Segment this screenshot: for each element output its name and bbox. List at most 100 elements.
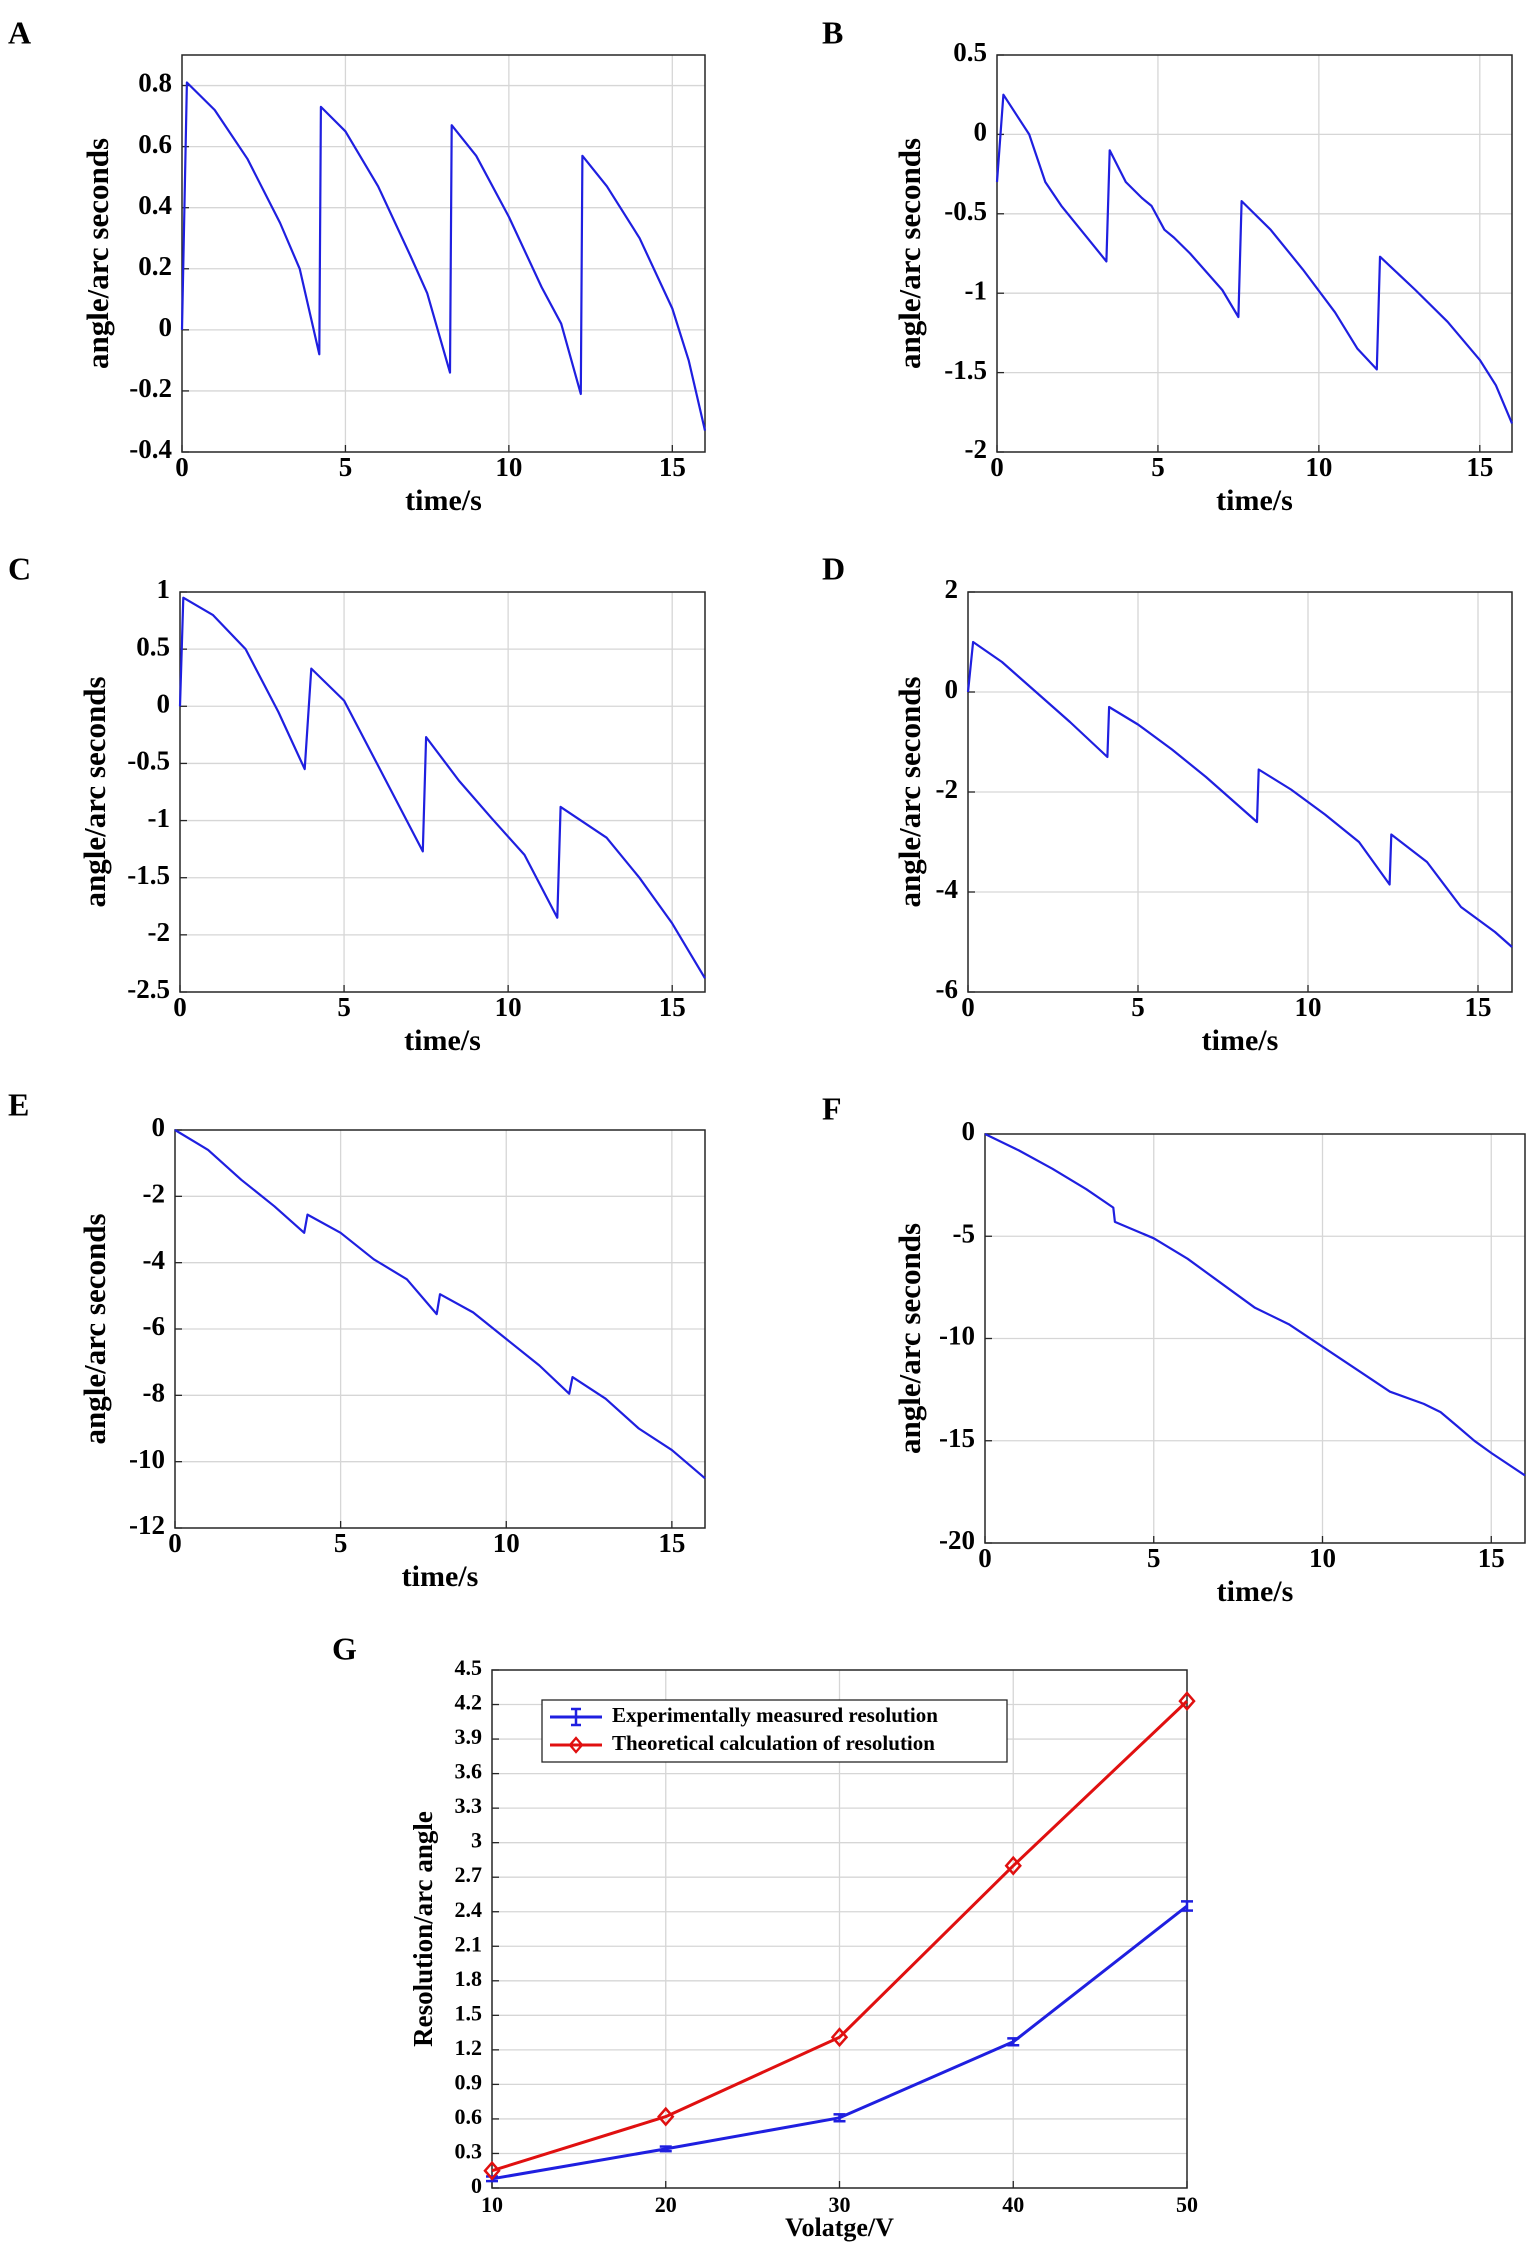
panel-letter: G <box>332 1630 357 1666</box>
plot-area <box>182 55 705 452</box>
y-tick-label: 1 <box>157 574 171 604</box>
plot-area <box>997 55 1512 452</box>
y-tick-label: 0.9 <box>455 2069 483 2094</box>
x-tick-label: 50 <box>1176 2192 1198 2217</box>
y-tick-label: -1.5 <box>944 355 987 385</box>
legend-marker <box>568 1736 584 1754</box>
x-tick-label: 10 <box>495 992 522 1022</box>
y-tick-label: 0 <box>157 688 171 718</box>
x-axis-label: time/s <box>1216 484 1293 517</box>
x-axis-label: time/s <box>404 1024 481 1057</box>
series-line-0 <box>966 640 1513 948</box>
y-tick-label: 2 <box>945 574 959 604</box>
x-tick-label: 5 <box>334 1528 348 1558</box>
y-tick-label: -6 <box>936 974 959 1004</box>
y-tick-label: 3.9 <box>455 1724 483 1749</box>
y-tick-label: 0 <box>152 1112 166 1142</box>
y-tick-label: 1.5 <box>455 2000 483 2025</box>
y-tick-label: 0 <box>945 674 959 704</box>
x-axis-label: time/s <box>1217 1575 1294 1608</box>
y-tick-label: -5 <box>953 1218 976 1248</box>
chart-panel-e: E 0 5 10 15 -12 -10 -8 -6 -4 -2 0 time/s angle/arc se… <box>8 1086 706 1593</box>
x-tick-label: 15 <box>658 1528 685 1558</box>
y-tick-label: -6 <box>143 1311 166 1341</box>
x-tick-label: 10 <box>1305 452 1332 482</box>
x-tick-label: 5 <box>339 452 353 482</box>
y-tick-label: 3 <box>471 1828 482 1853</box>
y-tick-label: -8 <box>143 1378 166 1408</box>
y-axis-label: angle/arc seconds <box>892 138 927 369</box>
legend-label: Experimentally measured resolution <box>612 1703 938 1727</box>
y-axis-label: angle/arc seconds <box>77 676 112 907</box>
chart-panel-d: D 0 5 10 15 -6 -4 -2 0 2 time/s angle/arc seconds <box>822 550 1513 1057</box>
y-tick-label: -10 <box>129 1444 165 1474</box>
x-axis-label: time/s <box>1202 1024 1279 1057</box>
y-tick-label: -2 <box>936 774 959 804</box>
x-tick-label: 30 <box>829 2192 851 2217</box>
data-point-errorbar <box>833 2113 846 2123</box>
y-tick-label: -0.4 <box>129 434 172 464</box>
y-tick-label: 0 <box>962 1116 976 1146</box>
y-tick-label: -4 <box>936 874 959 904</box>
data-point-diamond <box>657 2106 675 2127</box>
y-tick-label: -0.2 <box>129 373 172 403</box>
data-point-errorbar <box>1007 2037 1020 2047</box>
legend-box <box>541 1699 1008 1763</box>
data-point-diamond <box>1004 1855 1022 1876</box>
series-line-0 <box>180 81 707 431</box>
x-tick-label: 15 <box>659 992 686 1022</box>
chart-panel-g: G 10 20 30 40 50 0 0.3 0.6 0.9 1.2 1.5 1.8 2.1 2.4 2.7 3… <box>332 1630 1198 2242</box>
y-tick-label: 4.2 <box>455 1690 483 1715</box>
series-line-0 <box>984 1133 1526 1477</box>
x-tick-label: 10 <box>495 452 522 482</box>
y-tick-label: -2 <box>148 917 171 947</box>
y-tick-label: 0.4 <box>138 190 172 220</box>
x-tick-label: 5 <box>1147 1543 1161 1573</box>
y-axis-label: angle/arc seconds <box>77 1213 112 1444</box>
x-tick-label: 5 <box>1131 992 1145 1022</box>
x-tick-label: 0 <box>990 452 1004 482</box>
y-tick-label: 0 <box>974 117 988 147</box>
x-tick-label: 0 <box>173 992 187 1022</box>
y-tick-label: 2.4 <box>455 1897 483 1922</box>
y-tick-label: -2 <box>143 1179 166 1209</box>
x-axis-label: time/s <box>402 1560 479 1593</box>
x-tick-label: 5 <box>1151 452 1165 482</box>
y-tick-label: 0 <box>159 312 173 342</box>
y-tick-label: -15 <box>939 1423 975 1453</box>
x-tick-label: 20 <box>655 2192 677 2217</box>
x-tick-label: 10 <box>1295 992 1322 1022</box>
y-axis-label: angle/arc seconds <box>892 1223 927 1454</box>
chart-panel-f: F 0 5 10 15 -20 -15 -10 -5 0 time/s angle/arc secon… <box>822 1090 1526 1608</box>
x-tick-label: 0 <box>168 1528 182 1558</box>
x-tick-label: 15 <box>1478 1543 1505 1573</box>
series-line-0 <box>995 93 1514 424</box>
y-tick-label: 0.3 <box>455 2139 483 2164</box>
chart-panel-b: B 0 5 10 15 -2 -1.5 -1 -0.5 0 0.5 time/s angle/arc s… <box>822 14 1514 517</box>
data-point-diamond <box>483 2160 501 2181</box>
legend-label: Theoretical calculation of resolution <box>612 1731 935 1755</box>
y-axis-label: angle/arc seconds <box>892 676 927 907</box>
y-tick-label: 0 <box>471 2173 482 2198</box>
axis-frame <box>996 54 1513 453</box>
chart-panel-c: C 0 5 10 15 -2.5 -2 -1.5 -1 -0.5 0 0.5 1 time/s angle/… <box>8 550 706 1057</box>
panel-letter: F <box>822 1090 842 1126</box>
x-tick-label: 15 <box>1465 992 1492 1022</box>
y-tick-label: 0.5 <box>953 37 987 67</box>
data-point-diamond <box>830 2027 849 2048</box>
y-tick-label: -2 <box>965 434 988 464</box>
y-tick-label: -0.5 <box>944 196 987 226</box>
y-tick-label: -2.5 <box>127 974 170 1004</box>
y-tick-label: -20 <box>939 1525 975 1555</box>
y-tick-label: 0.6 <box>138 129 172 159</box>
panel-letter: C <box>8 550 31 586</box>
series-line-1 <box>491 1700 1189 2173</box>
y-tick-label: -1 <box>965 275 988 305</box>
y-tick-label: 3.6 <box>455 1759 483 1784</box>
x-tick-label: 15 <box>1466 452 1493 482</box>
axis-frame <box>179 591 706 993</box>
y-tick-label: 4.5 <box>455 1655 483 1680</box>
panel-letter: A <box>8 14 31 50</box>
x-tick-label: 15 <box>659 452 686 482</box>
